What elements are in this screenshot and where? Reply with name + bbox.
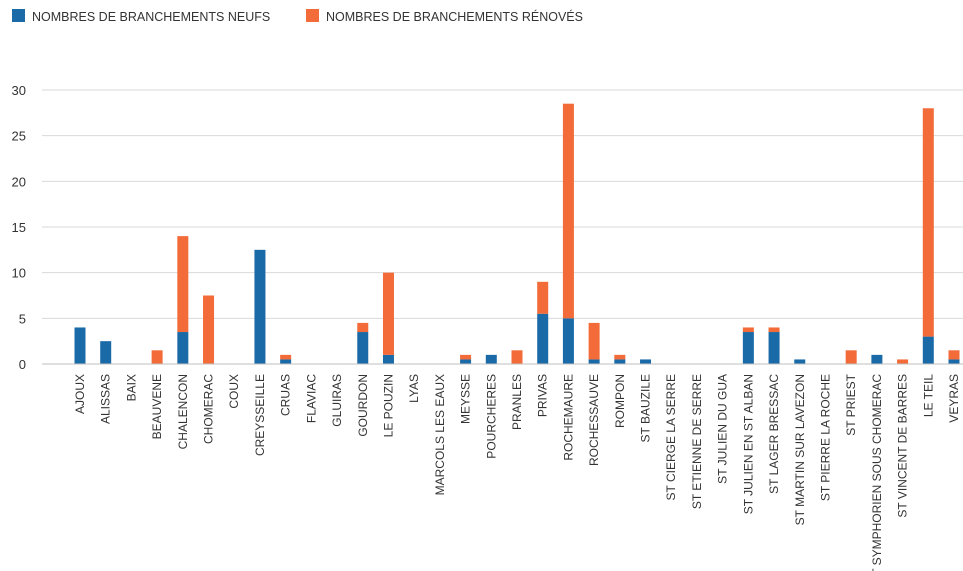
x-tick-label: ST SYMPHORIEN SOUS CHOMERAC (870, 374, 884, 571)
bar (460, 359, 472, 364)
bar (588, 359, 600, 364)
x-tick-label: ROMPON (613, 374, 627, 428)
x-tick-label: PRANLES (510, 374, 524, 430)
x-tick-label: POURCHERES (484, 374, 498, 459)
x-tick-label: ST LAGER BRESSAC (767, 374, 781, 494)
bar (280, 354, 292, 360)
bar (922, 336, 934, 364)
bar (768, 332, 780, 364)
bar (562, 318, 574, 364)
bar (382, 272, 394, 355)
x-tick-label: ST JULIEN EN ST ALBAN (741, 374, 755, 514)
y-tick-label: 5 (19, 311, 26, 326)
bar (588, 322, 600, 360)
bar (614, 354, 626, 360)
y-tick-label: 25 (12, 129, 26, 144)
x-tick-label: ST MARTIN SUR LAVEZON (793, 374, 807, 525)
x-tick-label: ST ETIENNE DE SERRE (690, 374, 704, 509)
x-tick-label: ST JULIEN DU GUA (716, 374, 730, 484)
x-tick-label: COUX (227, 374, 241, 409)
legend-swatch (306, 9, 319, 22)
legend-label: NOMBRES DE BRANCHEMENTS RÉNOVÉS (326, 9, 583, 24)
bar (768, 327, 780, 333)
bar (537, 313, 549, 364)
bar (357, 332, 369, 364)
bar (742, 327, 754, 333)
bar (640, 359, 652, 364)
bar (357, 322, 369, 333)
bar (948, 350, 960, 360)
bar (742, 332, 754, 364)
legend-label: NOMBRES DE BRANCHEMENTS NEUFS (32, 10, 270, 24)
x-tick-label: GOURDON (356, 374, 370, 437)
x-tick-label: LE POUZIN (381, 374, 395, 437)
x-tick-label: GLUIRAS (330, 374, 344, 427)
x-tick-label: ST PIERRE LA ROCHE (818, 374, 832, 501)
bar (74, 327, 86, 364)
x-tick-label: ST CIERGE LA SERRE (664, 374, 678, 501)
bar (511, 350, 523, 364)
bar (280, 359, 292, 364)
x-tick-label: CREYSSEILLE (253, 374, 267, 456)
x-tick-label: LYAS (407, 374, 421, 403)
x-tick-label: VEYRAS (947, 374, 961, 423)
bar (871, 354, 883, 364)
bar (203, 295, 215, 364)
legend-swatch (12, 9, 25, 22)
bar (177, 332, 189, 364)
y-tick-label: 30 (12, 83, 26, 98)
bar (460, 354, 472, 360)
bar (485, 354, 497, 364)
bar (614, 359, 626, 364)
x-tick-label: CHOMERAC (202, 374, 216, 444)
x-tick-label: ST PRIEST (844, 373, 858, 435)
x-tick-label: MEYSSE (459, 374, 473, 424)
bar (922, 108, 934, 337)
x-tick-label: ST BAUZILE (639, 374, 653, 442)
bar (794, 359, 806, 364)
x-tick-label: FLAVIAC (304, 374, 318, 423)
x-tick-label: CRUAS (279, 374, 293, 416)
bar (537, 281, 549, 314)
y-tick-label: 20 (12, 174, 26, 189)
x-tick-label: ROCHEMAURE (561, 374, 575, 461)
x-tick-label: LE TEIL (921, 374, 935, 417)
bar (177, 236, 189, 333)
x-tick-label: ALISSAS (99, 374, 113, 424)
x-tick-label: BAIX (124, 374, 138, 401)
bar (948, 359, 960, 364)
x-tick-label: ST VINCENT DE BARRES (896, 374, 910, 518)
bar (382, 354, 394, 364)
bar (100, 341, 112, 364)
bar (562, 103, 574, 319)
x-tick-label: BEAUVENE (150, 374, 164, 439)
bar (897, 359, 909, 364)
x-tick-label: MARCOLS LES EAUX (433, 374, 447, 495)
y-tick-label: 15 (12, 220, 26, 235)
x-tick-label: PRIVAS (536, 374, 550, 417)
bar (151, 350, 163, 364)
bar (254, 249, 266, 364)
x-tick-label: CHALENCON (176, 374, 190, 449)
x-tick-label: AJOUX (73, 374, 87, 414)
x-tick-label: ROCHESSAUVE (587, 374, 601, 466)
bar (845, 350, 857, 364)
y-tick-label: 10 (12, 266, 26, 281)
y-tick-label: 0 (19, 357, 26, 372)
